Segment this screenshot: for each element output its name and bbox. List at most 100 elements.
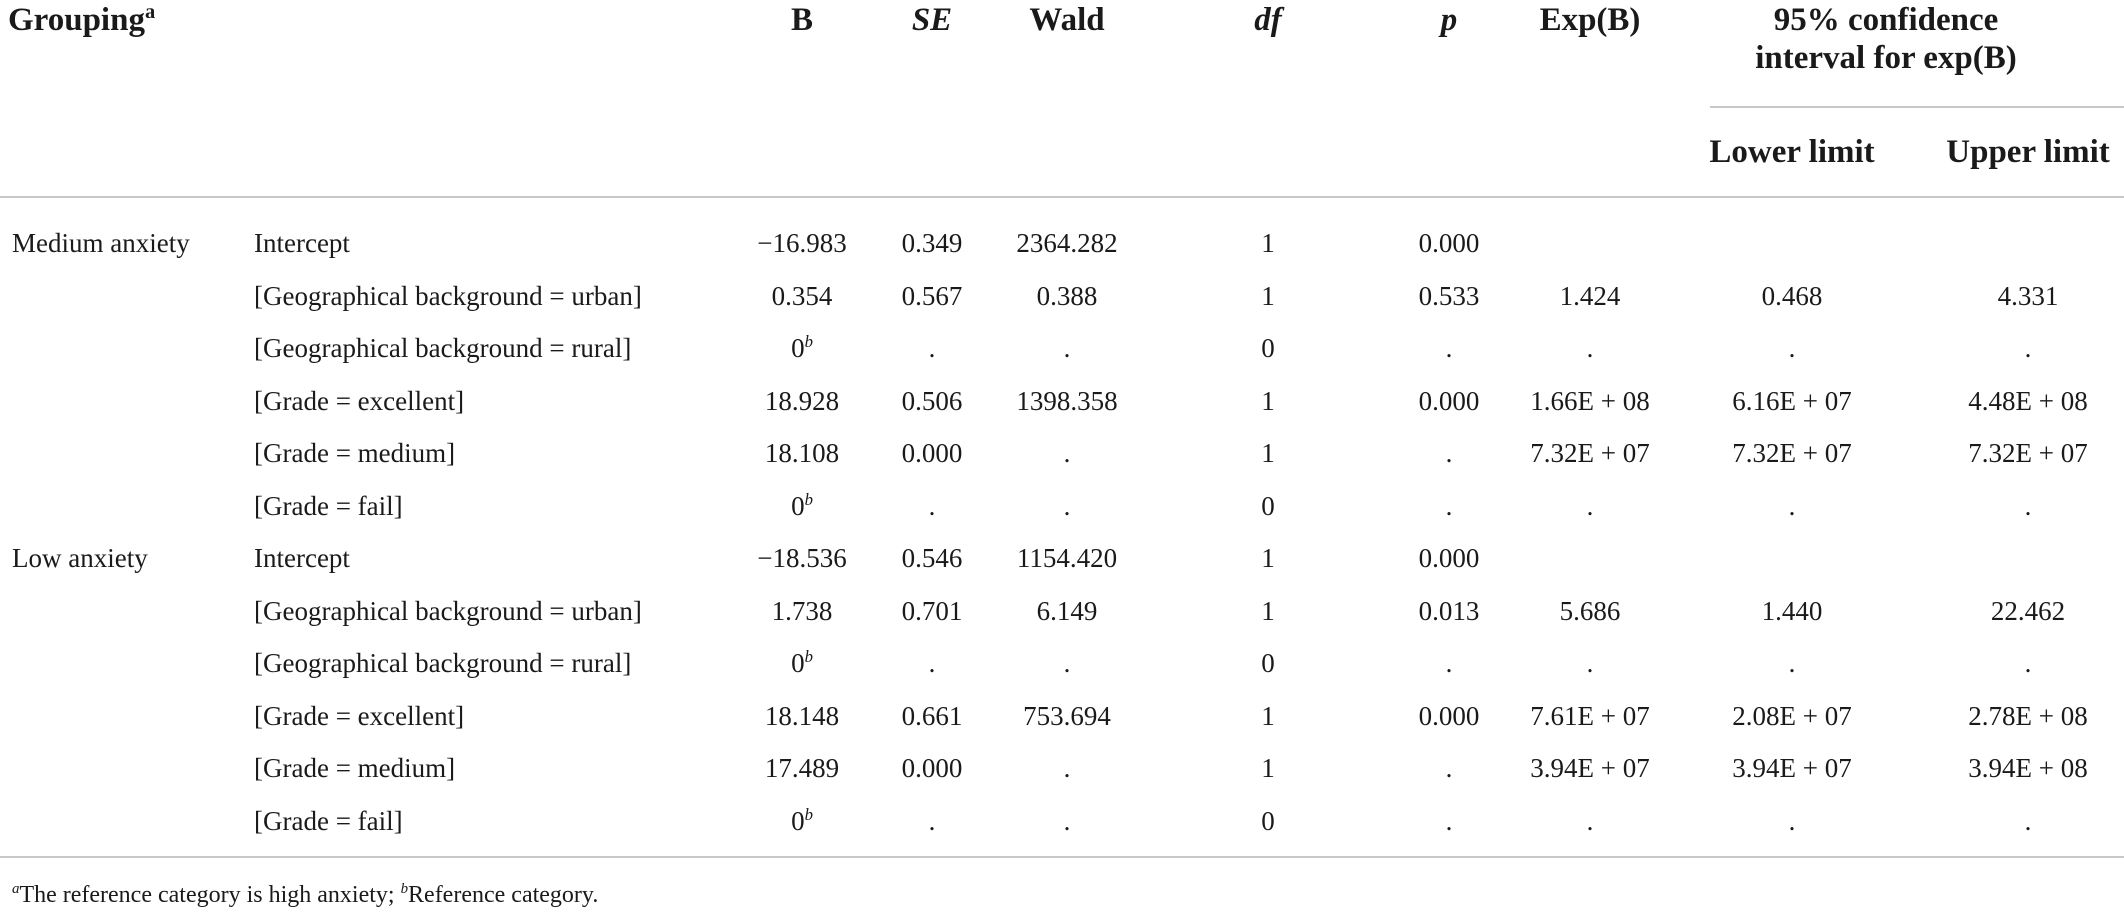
cell-df: 1 — [1261, 751, 1275, 785]
cell-param: [Geographical background = rural] — [254, 331, 631, 365]
cell-expb-value: 3.94E + 07 — [1530, 753, 1650, 783]
cell-se-value: . — [928, 491, 936, 521]
cell-lower-value: 7.32E + 07 — [1732, 438, 1852, 468]
cell-b-superscript: b — [804, 805, 813, 824]
cell-expb: . — [1587, 646, 1594, 680]
cell-wald-value: 753.694 — [1023, 701, 1111, 731]
cell-b-value: 0 — [791, 648, 805, 678]
cell-lower: . — [1789, 331, 1796, 365]
cell-lower: 2.08E + 07 — [1732, 699, 1851, 733]
cell-se-value: . — [928, 806, 936, 836]
cell-param: [Grade = fail] — [254, 489, 403, 523]
header-lower-limit: Lower limit — [1709, 134, 1875, 170]
header-grouping-label: Grouping — [8, 2, 145, 38]
cell-expb: . — [1587, 804, 1594, 838]
cell-df: 1 — [1261, 594, 1275, 628]
cell-lower: . — [1789, 646, 1796, 680]
cell-param: [Grade = excellent] — [254, 384, 464, 418]
cell-se: 0.546 — [902, 541, 963, 575]
cell-group: Low anxiety — [12, 541, 148, 575]
cell-param: [Grade = medium] — [254, 751, 455, 785]
cell-expb-value: 7.32E + 07 — [1530, 438, 1650, 468]
cell-b-value: −16.983 — [757, 228, 847, 258]
cell-lower: 7.32E + 07 — [1732, 436, 1851, 470]
cell-p: . — [1446, 751, 1453, 785]
cell-p-value: 0.000 — [1418, 543, 1480, 573]
cell-param-value: [Grade = medium] — [254, 753, 456, 783]
cell-param-value: Intercept — [254, 228, 350, 258]
cell-p-value: 0.000 — [1418, 386, 1480, 416]
cell-wald-value: 1398.358 — [1016, 386, 1118, 416]
cell-param-value: [Grade = medium] — [254, 438, 456, 468]
cell-b: 0.354 — [772, 279, 833, 313]
cell-b-value: 0 — [791, 806, 805, 836]
cell-upper-value: 7.32E + 07 — [1968, 438, 2088, 468]
cell-b-superscript: b — [804, 490, 813, 509]
header-expb: Exp(B) — [1539, 2, 1641, 38]
header-p: p — [1440, 2, 1458, 38]
cell-p: 0.000 — [1419, 541, 1480, 575]
cell-param-value: [Grade = fail] — [254, 491, 403, 521]
cell-lower-value: 2.08E + 07 — [1732, 701, 1852, 731]
cell-b: 0b — [791, 646, 813, 680]
cell-se-value: 0.000 — [901, 753, 963, 783]
cell-se-value: 0.546 — [901, 543, 963, 573]
cell-lower-value: . — [1788, 333, 1796, 363]
cell-wald: 6.149 — [1037, 594, 1098, 628]
cell-se: . — [929, 646, 936, 680]
cell-se: . — [929, 804, 936, 838]
cell-b: 1.738 — [772, 594, 833, 628]
cell-b: 17.489 — [765, 751, 839, 785]
cell-df-value: 1 — [1261, 753, 1275, 783]
cell-lower-value: 6.16E + 07 — [1732, 386, 1852, 416]
cell-wald-value: . — [1063, 753, 1071, 783]
cell-group: Medium anxiety — [12, 226, 190, 260]
cell-b: −16.983 — [757, 226, 846, 260]
cell-group-value: Medium anxiety — [12, 228, 190, 258]
cell-b-superscript: b — [804, 647, 813, 666]
cell-upper-value: 3.94E + 08 — [1968, 753, 2088, 783]
cell-upper: . — [2025, 646, 2032, 680]
cell-upper-value: 4.48E + 08 — [1968, 386, 2088, 416]
cell-df: 1 — [1261, 699, 1275, 733]
cell-p-value: 0.000 — [1418, 701, 1480, 731]
header-b: B — [790, 2, 814, 38]
cell-lower-value: 1.440 — [1761, 596, 1823, 626]
cell-df-value: 1 — [1261, 596, 1275, 626]
cell-wald-value: . — [1063, 333, 1071, 363]
cell-df: 0 — [1261, 331, 1275, 365]
cell-expb: 1.424 — [1560, 279, 1621, 313]
cell-p-value: . — [1445, 648, 1453, 678]
cell-wald: . — [1064, 751, 1071, 785]
cell-param-value: [Geographical background = urban] — [254, 281, 642, 311]
cell-expb-value: 5.686 — [1559, 596, 1621, 626]
cell-upper-value: . — [2024, 333, 2032, 363]
cell-upper: . — [2025, 489, 2032, 523]
cell-se-value: 0.661 — [901, 701, 963, 731]
cell-p: . — [1446, 331, 1453, 365]
cell-wald: 2364.282 — [1016, 226, 1117, 260]
cell-expb: 3.94E + 07 — [1530, 751, 1649, 785]
cell-se-value: 0.349 — [901, 228, 963, 258]
cell-wald: . — [1064, 436, 1071, 470]
header-ci-line1: 95% confidence — [1773, 2, 1999, 38]
cell-group-value: Low anxiety — [12, 543, 148, 573]
cell-wald-value: 1154.420 — [1016, 543, 1118, 573]
cell-lower: . — [1789, 489, 1796, 523]
header-ci-line2: interval for exp(B) — [1755, 40, 2017, 76]
cell-se: 0.349 — [902, 226, 963, 260]
cell-b-value: 18.148 — [764, 701, 840, 731]
cell-b: 18.108 — [765, 436, 839, 470]
cell-param: [Grade = excellent] — [254, 699, 464, 733]
cell-b-value: 0 — [791, 333, 805, 363]
cell-upper: . — [2025, 804, 2032, 838]
cell-se: 0.661 — [902, 699, 963, 733]
cell-df-value: 1 — [1261, 701, 1275, 731]
cell-b: 0b — [791, 489, 813, 523]
cell-se: 0.000 — [902, 751, 963, 785]
cell-df: 1 — [1261, 541, 1275, 575]
cell-lower: 1.440 — [1762, 594, 1823, 628]
cell-b: 18.928 — [765, 384, 839, 418]
cell-b: 18.148 — [765, 699, 839, 733]
cell-df: 0 — [1261, 804, 1275, 838]
